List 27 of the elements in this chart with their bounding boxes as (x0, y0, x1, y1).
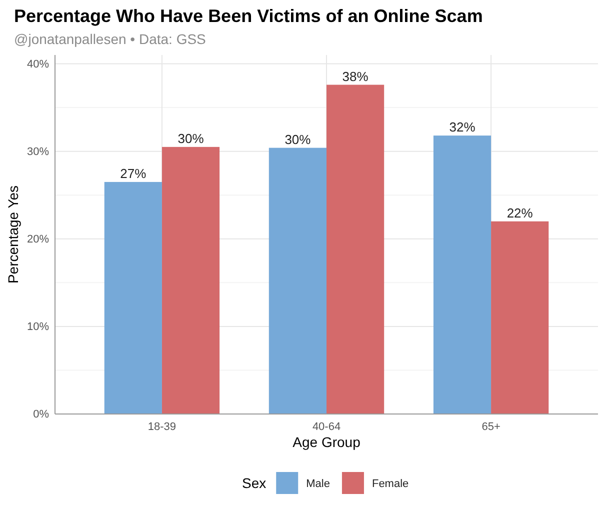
bar (326, 84, 384, 414)
x-tick-label: 65+ (482, 420, 500, 433)
data-label: 38% (342, 68, 369, 84)
data-label: 27% (120, 166, 147, 181)
data-label: 32% (449, 120, 476, 135)
bar (433, 136, 492, 414)
y-tick-label: 30% (26, 146, 50, 158)
chart-title: Percentage Who Have Been Victims of an Online Scam (14, 6, 483, 26)
y-tick-label: 40% (26, 58, 50, 70)
legend-title: Sex (242, 475, 266, 491)
data-label: 22% (506, 205, 534, 220)
bar (268, 148, 326, 414)
data-label: 30% (178, 130, 204, 146)
legend-label: Male (306, 478, 330, 490)
y-tick-label: 20% (26, 233, 50, 246)
data-label: 30% (284, 132, 312, 147)
y-axis-title: Percentage Yes (5, 185, 21, 284)
bar (491, 221, 549, 414)
legend-label: Female (372, 478, 409, 490)
x-tick-label: 18-39 (148, 420, 176, 433)
x-tick-label: 40-64 (312, 420, 341, 433)
bar (162, 146, 220, 414)
y-tick-label: 10% (26, 320, 50, 333)
y-tick-label: 0% (33, 408, 50, 421)
chart-subtitle: @jonatanpallesen • Data: GSS (14, 31, 206, 47)
bar (104, 182, 162, 414)
x-axis-title: Age Group (292, 434, 361, 450)
